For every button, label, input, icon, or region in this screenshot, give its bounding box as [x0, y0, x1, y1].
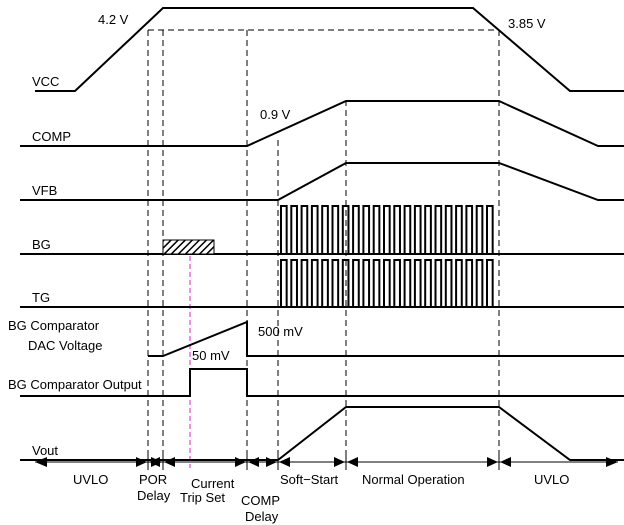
- phase-comp-line1: COMP: [241, 493, 280, 508]
- phase-arrowhead: [500, 457, 511, 467]
- tg-label: TG: [32, 290, 50, 305]
- bg-out-trace: [20, 368, 624, 397]
- phase-comp-line2: Delay: [245, 509, 279, 524]
- bg-dac-label-line2: DAC Voltage: [28, 338, 102, 353]
- bg-dac-trace: [148, 320, 624, 357]
- phase-por-line1: POR: [139, 472, 167, 487]
- vcc-trace: [35, 7, 624, 92]
- vout-label: Vout: [32, 443, 58, 458]
- phase-arrowhead: [487, 457, 498, 467]
- phase-arrows: [35, 455, 618, 470]
- comp-level-annotation: 0.9 V: [260, 107, 291, 122]
- phase-arrowhead: [136, 457, 147, 467]
- tg-trace: [20, 259, 624, 308]
- bg-trace: [20, 205, 624, 255]
- phase-normal: Normal Operation: [362, 472, 465, 487]
- phase-arrowhead: [334, 457, 345, 467]
- vfb-label: VFB: [32, 183, 57, 198]
- vcc-rise-annotation: 4.2 V: [98, 12, 129, 27]
- comp-label: COMP: [32, 129, 71, 144]
- phase-arrowhead: [248, 457, 259, 467]
- vcc-label: VCC: [32, 74, 59, 89]
- bg-label: BG: [32, 237, 51, 252]
- phase-soft-start: Soft−Start: [280, 472, 339, 487]
- dac-peak-annotation: 500 mV: [258, 324, 303, 339]
- phase-arrowhead: [279, 457, 290, 467]
- vfb-trace: [20, 162, 624, 201]
- bg-hatched-pulse: [162, 239, 215, 255]
- phase-uvlo-end: UVLO: [534, 472, 569, 487]
- phase-arrowhead: [235, 457, 246, 467]
- phase-arrowhead: [164, 457, 175, 467]
- vcc-fall-annotation: 3.85 V: [508, 16, 546, 31]
- dac-start-annotation: 50 mV: [192, 348, 230, 363]
- phase-current-line2: Trip Set: [180, 490, 225, 505]
- phase-current-line1: Current: [191, 476, 235, 491]
- vout-trace: [20, 406, 624, 461]
- phase-arrowhead: [347, 457, 358, 467]
- phase-arrowhead: [266, 457, 277, 467]
- phase-arrowhead: [151, 457, 162, 467]
- bg-dac-label-line1: BG Comparator: [8, 318, 100, 333]
- comp-trace: [20, 100, 624, 147]
- bg-out-label: BG Comparator Output: [8, 377, 142, 392]
- phase-por-line2: Delay: [137, 488, 171, 503]
- phase-uvlo-start: UVLO: [73, 472, 108, 487]
